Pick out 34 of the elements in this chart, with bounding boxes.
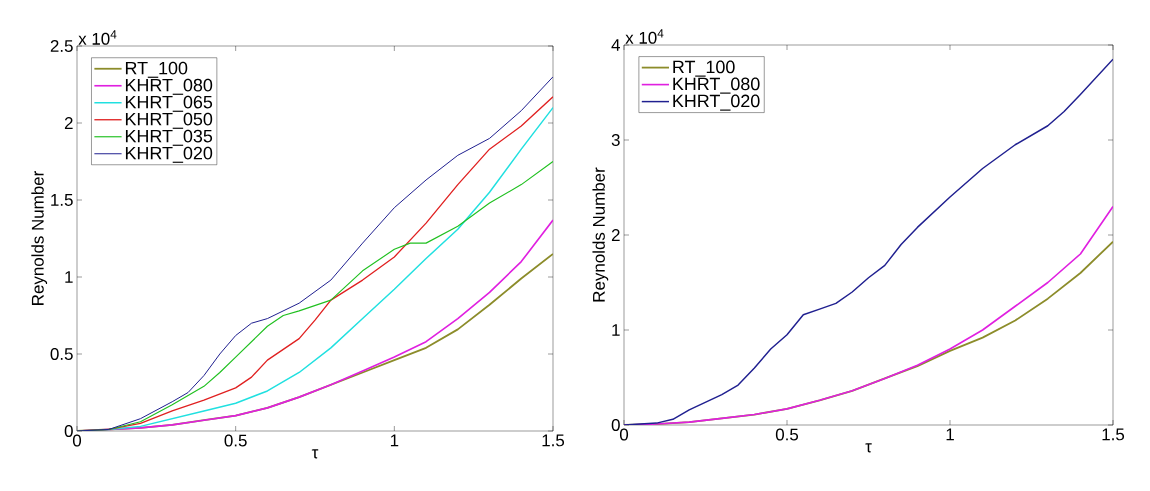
y-tick-label: 3 (611, 134, 620, 146)
x-tick-label: 1.5 (542, 434, 565, 447)
x-tick-label: 0 (72, 434, 82, 447)
line-series (624, 58, 1114, 425)
text: x 10$^{4}$ (625, 29, 664, 44)
legend-label: KHRT_065 (125, 95, 213, 112)
y-tick-label: 0.5 (50, 348, 73, 360)
x-tick-label: 1.5 (1102, 428, 1125, 441)
y-tick-label: 2.5 (50, 40, 73, 52)
legend-label: KHRT_020 (673, 94, 760, 111)
legend-label: RT_100 (125, 61, 188, 78)
x-tick-label: 0 (619, 428, 629, 441)
x-tick-label: 0.5 (775, 428, 799, 441)
y-tick-label: 1 (65, 271, 73, 283)
x-axis-title: τ (865, 443, 872, 453)
x-tick-label: 1 (946, 428, 954, 441)
y-tick-label: 2 (64, 117, 73, 129)
legend-label: RT_100 (673, 60, 735, 77)
legend-label: KHRT_035 (125, 129, 213, 146)
x-axis-title: τ (311, 449, 319, 459)
y-axis-title: Reynolds Number (31, 171, 48, 305)
legend-label: KHRT_080 (673, 77, 760, 94)
y-tick-label: 1.5 (51, 194, 73, 206)
legend-label: KHRT_080 (125, 78, 213, 95)
x-tick-label: 0.5 (224, 434, 247, 447)
y-tick-label: 2 (611, 229, 620, 241)
x-tick-label: 1 (390, 434, 399, 447)
text: x 10$^{4}$ (78, 30, 117, 45)
y-axis-title: Reynolds Number (592, 167, 609, 302)
legend-label: KHRT_050 (125, 112, 213, 129)
y-tick-label: 1 (612, 324, 620, 336)
y-tick-label: 0 (611, 419, 620, 431)
y-tick-label: 4 (611, 39, 620, 51)
legend-label: KHRT_020 (125, 146, 213, 163)
